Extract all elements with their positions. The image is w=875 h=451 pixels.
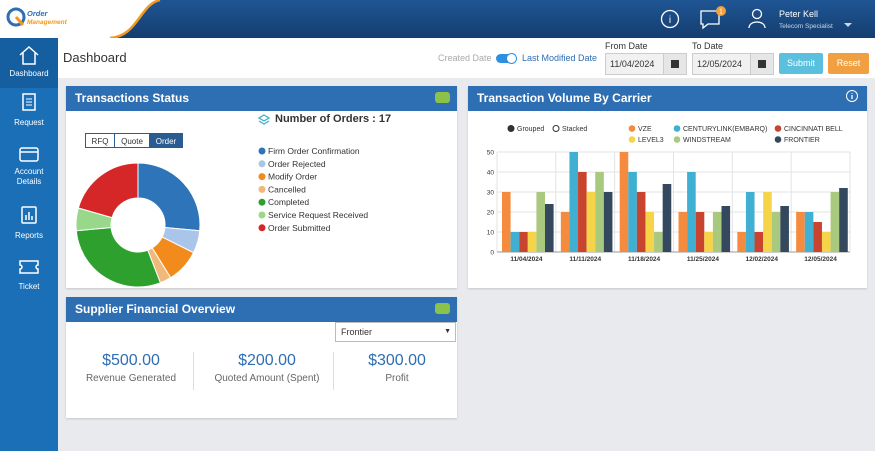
divider bbox=[333, 352, 334, 390]
reset-button[interactable]: Reset bbox=[828, 53, 869, 74]
tab[interactable]: Quote bbox=[114, 133, 150, 148]
field-value: 11/04/2024 bbox=[610, 59, 655, 69]
field-value: 12/05/2024 bbox=[697, 59, 743, 69]
metric: $200.00 Quoted Amount (Spent) bbox=[202, 352, 332, 384]
carrier-select[interactable]: Frontier ▼ bbox=[335, 322, 456, 342]
metric-label: Quoted Amount (Spent) bbox=[214, 373, 320, 384]
calendar-button[interactable] bbox=[663, 54, 686, 74]
metric-value: $500.00 bbox=[102, 352, 160, 369]
info-icon[interactable] bbox=[660, 9, 680, 29]
nav-item[interactable]: Account Details bbox=[0, 144, 58, 190]
panel-header: Supplier Financial Overview bbox=[66, 297, 457, 322]
select-value: Frontier bbox=[341, 327, 373, 337]
nav-label: Account Details bbox=[14, 167, 44, 186]
metric-value: $200.00 bbox=[238, 352, 296, 369]
info-glyph: i bbox=[669, 15, 671, 26]
transactions-panel: Transactions Status RFQ Quote Order Numb… bbox=[66, 86, 457, 288]
submit-button[interactable]: Submit bbox=[779, 53, 823, 74]
from-date-input[interactable]: 11/04/2024 bbox=[605, 53, 687, 75]
logo-area bbox=[0, 0, 160, 38]
panel-title: Transactions Status bbox=[75, 91, 190, 105]
stack-icon bbox=[257, 114, 271, 125]
chat-icon[interactable] bbox=[700, 10, 720, 30]
field-label: To Date bbox=[692, 41, 724, 51]
metric-value: $300.00 bbox=[368, 352, 426, 369]
panel-title: Supplier Financial Overview bbox=[75, 302, 236, 316]
user-menu-caret[interactable] bbox=[844, 23, 852, 27]
field-label: From Date bbox=[605, 41, 648, 51]
user-icon[interactable] bbox=[751, 8, 763, 20]
nav-item[interactable]: Reports bbox=[0, 204, 58, 244]
nav-icon bbox=[19, 260, 39, 274]
metric: $300.00 Profit bbox=[332, 352, 462, 384]
nav-label: Request bbox=[14, 118, 44, 127]
divider bbox=[193, 352, 194, 390]
nav-label: Dashboard bbox=[9, 69, 49, 78]
header: Order Management i 1 Peter Kell Telecom … bbox=[0, 0, 875, 38]
nav-item[interactable]: Ticket bbox=[0, 256, 58, 296]
nav-icon bbox=[19, 45, 39, 65]
logo-icon-tail bbox=[14, 16, 25, 26]
logo-curve bbox=[109, 0, 161, 38]
orders-count: Number of Orders : 17 bbox=[275, 113, 392, 125]
nav-label: Ticket bbox=[18, 282, 40, 291]
user-name: Peter Kell bbox=[779, 9, 818, 19]
metric: $500.00 Revenue Generated bbox=[66, 352, 196, 384]
date-toggle[interactable] bbox=[496, 54, 516, 63]
metric-label: Profit bbox=[385, 373, 409, 384]
panel-header: Transactions Status bbox=[66, 86, 457, 111]
page-title: Dashboard bbox=[63, 50, 127, 65]
user-role: Telecom Specialist bbox=[779, 23, 833, 30]
carrier-volume-panel: Transaction Volume By Carrier bbox=[468, 86, 867, 288]
toolbar: Dashboard Created Date Last Modified Dat… bbox=[58, 38, 875, 78]
toggle-label: Last Modified Date bbox=[522, 53, 598, 63]
nav-icon bbox=[19, 147, 39, 162]
toggle-label: Created Date bbox=[438, 53, 492, 63]
tab[interactable]: Order bbox=[149, 133, 183, 148]
to-date-input[interactable]: 12/05/2024 bbox=[692, 53, 774, 75]
nav-icon bbox=[21, 206, 37, 224]
nav-icon bbox=[22, 93, 36, 111]
sidebar: Dashboard Request Account Details Report… bbox=[0, 38, 58, 451]
download-button[interactable] bbox=[435, 92, 450, 103]
nav-item[interactable]: Request bbox=[0, 92, 58, 132]
tab-group: RFQ Quote Order bbox=[85, 133, 183, 148]
calendar-button[interactable] bbox=[750, 54, 773, 74]
nav-item[interactable]: Dashboard bbox=[0, 38, 58, 88]
header-graphics: Order Management i 1 Peter Kell Telecom … bbox=[0, 0, 852, 38]
panel-header: Transaction Volume By Carrier bbox=[468, 86, 867, 111]
logo-text: Order bbox=[27, 9, 49, 18]
metric-label: Revenue Generated bbox=[85, 373, 177, 384]
tab[interactable]: RFQ bbox=[85, 133, 115, 148]
nav-label: Reports bbox=[14, 231, 43, 240]
notification-count: 1 bbox=[719, 9, 723, 16]
user-icon-body bbox=[748, 21, 766, 29]
logo-text: Management bbox=[27, 19, 68, 26]
download-button[interactable] bbox=[435, 303, 450, 314]
panel-title: Transaction Volume By Carrier bbox=[477, 91, 652, 105]
info-icon[interactable] bbox=[845, 89, 859, 103]
logo-icon[interactable] bbox=[6, 7, 26, 27]
notification-badge bbox=[716, 6, 726, 16]
supplier-panel: Supplier Financial Overview Frontier ▼ $5… bbox=[66, 297, 457, 418]
